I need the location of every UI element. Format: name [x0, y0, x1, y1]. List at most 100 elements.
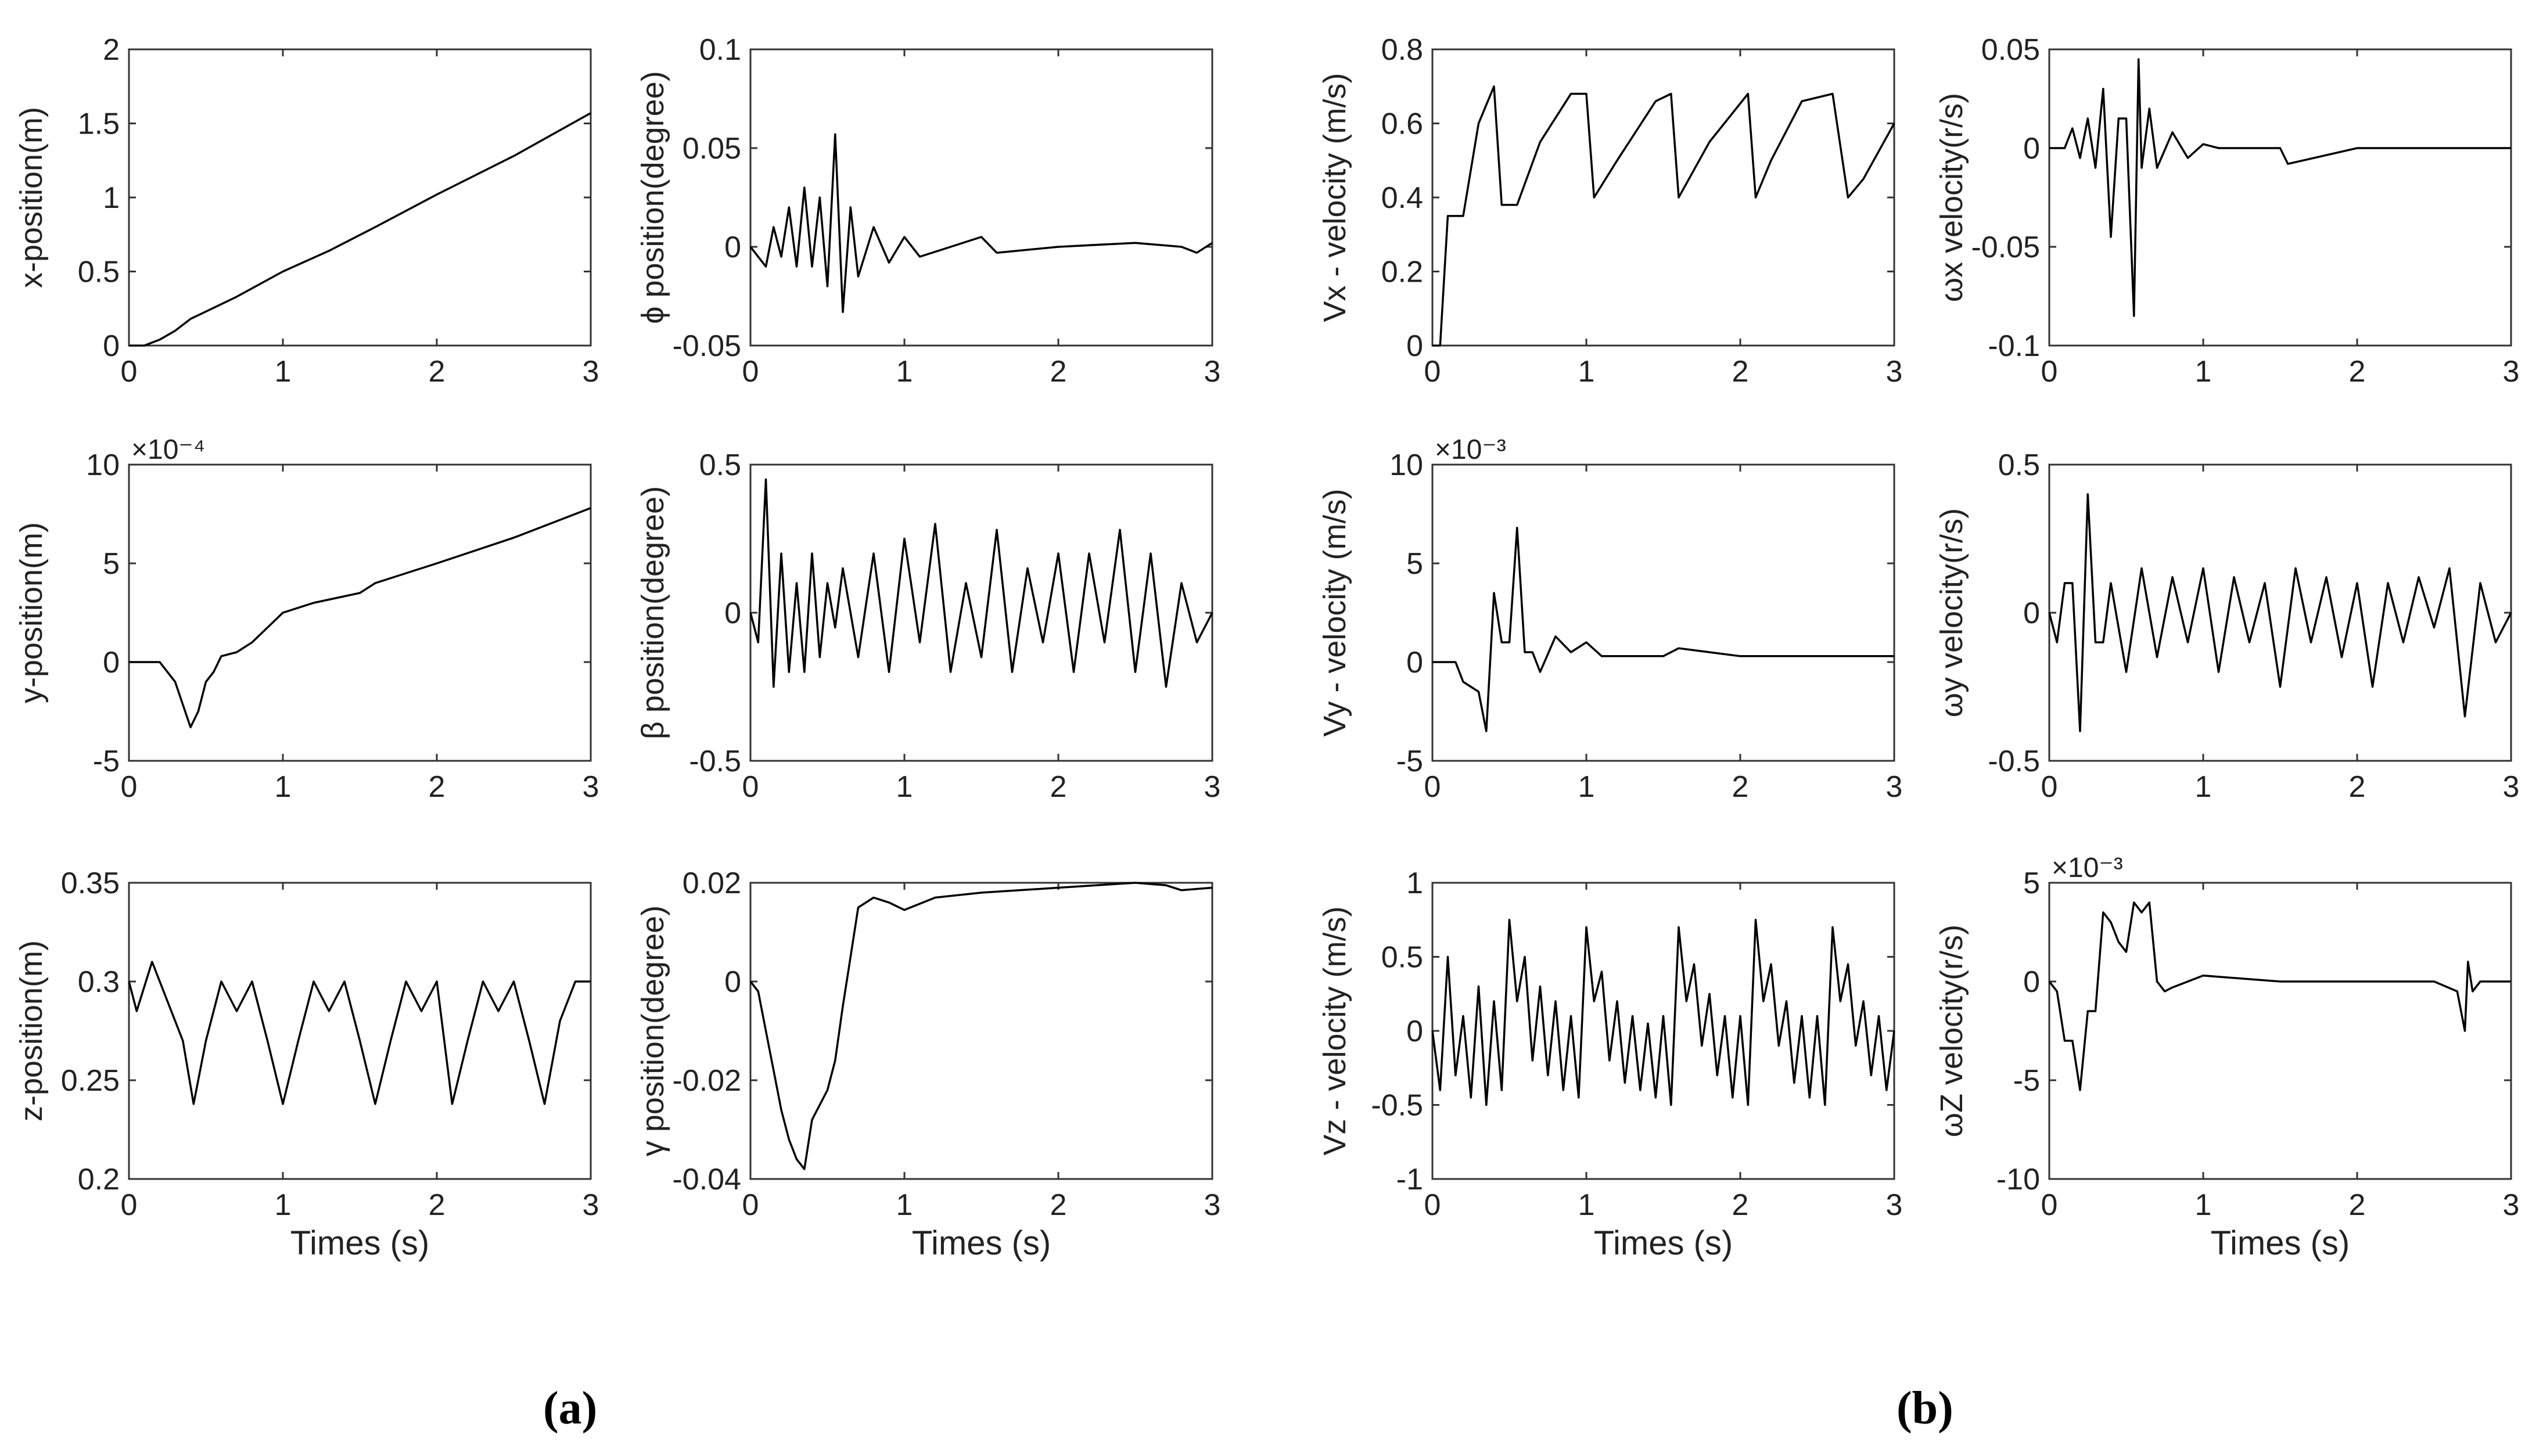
x-tick-label: 1 — [1578, 1188, 1595, 1222]
axis-exponent: ×10⁻³ — [2052, 853, 2123, 883]
x-tick-label: 3 — [1204, 1188, 1221, 1222]
x-tick-label: 1 — [2195, 355, 2212, 389]
x-tick-label: 1 — [896, 770, 913, 804]
y-tick-label: -1 — [1396, 1163, 1423, 1196]
axes-box — [128, 882, 592, 1180]
y-tick-label: 0 — [724, 231, 741, 264]
panel-b-caption: (b) — [1897, 1383, 1953, 1434]
y-axis-label: x-position(m) — [14, 107, 49, 288]
x-tick-label: 0 — [1424, 770, 1441, 804]
y-tick-label: 0.5 — [1381, 941, 1423, 975]
x-tick-label: 2 — [1732, 770, 1749, 804]
x-tick-label: 0 — [1424, 1188, 1441, 1222]
y-tick-label: 0 — [2023, 132, 2040, 166]
x-tick-label: 0 — [121, 355, 138, 389]
series-line — [1431, 919, 1895, 1106]
x-tick-label: 0 — [742, 355, 759, 389]
x-tick-label: 0 — [2041, 1188, 2058, 1222]
axes-box — [128, 48, 592, 347]
x-tick-label: 3 — [1204, 355, 1221, 389]
y-tick-label: 0.8 — [1381, 33, 1423, 67]
x-tick-label: 2 — [1050, 1188, 1067, 1222]
y-axis-label: ωy velocity(r/s) — [1934, 508, 1969, 717]
axis-exponent: ×10⁻⁴ — [131, 434, 205, 465]
y-tick-label: -0.05 — [1971, 231, 2040, 264]
y-tick-label: 0.35 — [61, 867, 120, 900]
x-tick-label: 1 — [275, 355, 292, 389]
x-tick-label: 1 — [275, 1188, 292, 1222]
y-tick-label: 10 — [86, 448, 120, 482]
y-tick-label: 0.05 — [1981, 33, 2040, 67]
series-line — [129, 507, 591, 728]
y-axis-label: ωx velocity(r/s) — [1934, 93, 1969, 302]
y-tick-label: 0.25 — [61, 1064, 120, 1098]
chart-vz-vel: 0 1 2 3 -1 -0.5 0 0.5 1 Vz - velocity (m/s) Times … — [1317, 867, 1902, 1262]
y-tick-label: 1 — [103, 181, 120, 215]
y-tick-label: 0.6 — [1381, 107, 1423, 141]
y-tick-label: 0.4 — [1381, 181, 1423, 215]
chart-z-pos: 0 1 2 3 0.2 0.25 0.3 0.35 z-position(m) Times (s) — [14, 867, 599, 1262]
x-axis-label: Times (s) — [912, 1224, 1051, 1262]
y-tick-label: -5 — [2013, 1064, 2040, 1098]
y-tick-label: -5 — [1396, 745, 1423, 778]
x-tick-label: 3 — [2503, 1188, 2520, 1222]
y-tick-label: 0.5 — [699, 448, 741, 482]
y-axis-label: γ position(degree) — [635, 905, 670, 1156]
x-tick-label: 3 — [1204, 770, 1221, 804]
x-tick-label: 1 — [1578, 770, 1595, 804]
y-axis-label: z-position(m) — [14, 940, 49, 1121]
x-tick-label: 3 — [1886, 770, 1903, 804]
y-tick-label: 0 — [724, 596, 741, 630]
x-tick-label: 2 — [429, 355, 446, 389]
y-tick-label: 1.5 — [78, 107, 120, 141]
y-tick-label: -0.5 — [1371, 1089, 1423, 1123]
series-line — [1432, 527, 1894, 732]
x-tick-label: 2 — [1732, 1188, 1749, 1222]
x-tick-label: 1 — [896, 355, 913, 389]
x-tick-label: 0 — [121, 1188, 138, 1222]
x-tick-label: 2 — [429, 770, 446, 804]
chart-wx-vel: 0 1 2 3 -0.1 -0.05 0 0.05 ωx velocity(r/s) — [1934, 33, 2519, 389]
y-tick-label: 0 — [103, 329, 120, 363]
y-tick-label: 10 — [1389, 448, 1423, 482]
y-axis-label: ωZ velocity(r/s) — [1934, 925, 1969, 1137]
y-tick-label: 0 — [1406, 646, 1423, 680]
x-tick-label: 2 — [1732, 355, 1749, 389]
x-tick-label: 0 — [742, 1188, 759, 1222]
chart-wz-vel: 0 1 2 3 -10 -5 0 5 ×10⁻³ ωZ velocity(r/s) Times (s… — [1934, 853, 2519, 1262]
series-line — [128, 961, 591, 1105]
y-tick-label: 0 — [2023, 965, 2040, 999]
y-tick-label: 0.05 — [683, 132, 741, 166]
y-tick-label: 5 — [2023, 867, 2040, 900]
x-tick-label: 0 — [742, 770, 759, 804]
x-axis-label: Times (s) — [2211, 1224, 2350, 1262]
y-axis-label: Vx - velocity (m/s) — [1317, 73, 1352, 322]
y-tick-label: -0.1 — [1988, 329, 2040, 363]
y-tick-label: 0.1 — [699, 33, 741, 67]
y-tick-label: 0 — [724, 965, 741, 999]
y-tick-label: 1 — [1406, 867, 1423, 900]
series-line — [1432, 85, 1895, 347]
chart-beta-pos: 0 1 2 3-0.500.5β position(degree) — [635, 448, 1220, 804]
x-tick-label: 2 — [1050, 355, 1067, 389]
axes-box — [1431, 463, 1895, 762]
series-line — [2049, 58, 2511, 317]
x-tick-label: 0 — [2041, 770, 2058, 804]
series-line — [2048, 493, 2512, 732]
y-tick-label: 0 — [103, 646, 120, 680]
axes-box — [2048, 882, 2512, 1180]
y-tick-label: 0 — [1406, 329, 1423, 363]
y-axis-label: y-position(m) — [14, 522, 49, 703]
y-tick-label: 0.3 — [78, 965, 120, 999]
chart-x-pos: 0 1 2 3 0 0.5 1 1.5 2 x-position(m) — [14, 33, 599, 389]
x-tick-label: 2 — [429, 1188, 446, 1222]
series-line — [129, 112, 591, 347]
y-tick-label: -10 — [1996, 1163, 2040, 1196]
y-axis-label: Vy - velocity (m/s) — [1317, 488, 1352, 736]
x-tick-label: 3 — [583, 355, 599, 389]
y-axis-label: β position(degree) — [635, 486, 670, 739]
x-tick-label: 3 — [2503, 770, 2520, 804]
